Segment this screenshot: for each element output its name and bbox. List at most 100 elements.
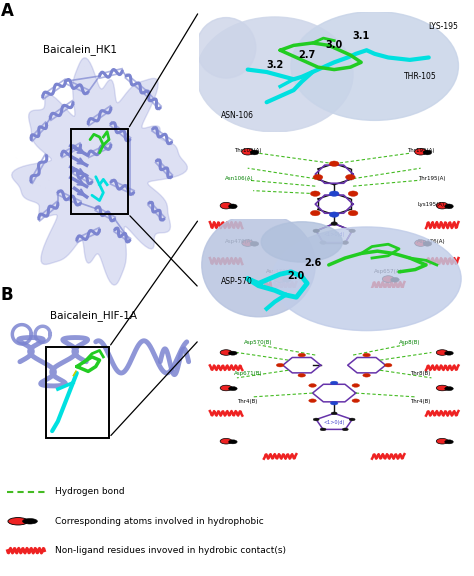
Circle shape: [220, 350, 232, 355]
Circle shape: [310, 210, 320, 216]
Circle shape: [23, 518, 37, 524]
Circle shape: [274, 276, 286, 282]
Text: THR-105: THR-105: [404, 73, 437, 81]
Circle shape: [320, 241, 326, 244]
Circle shape: [331, 412, 337, 415]
Ellipse shape: [202, 213, 315, 317]
Circle shape: [329, 161, 339, 166]
Ellipse shape: [196, 17, 353, 132]
Polygon shape: [12, 58, 187, 285]
Circle shape: [445, 386, 453, 391]
Circle shape: [436, 438, 448, 444]
Text: Baicalein_HIF-1A: Baicalein_HIF-1A: [50, 310, 137, 321]
Text: Hydrogen bond: Hydrogen bond: [55, 487, 125, 497]
Circle shape: [313, 418, 319, 421]
Ellipse shape: [272, 227, 461, 331]
Text: Thr4(B): Thr4(B): [410, 399, 431, 404]
Circle shape: [423, 241, 432, 246]
Circle shape: [330, 381, 338, 385]
Circle shape: [8, 518, 28, 525]
Text: Asp8(B): Asp8(B): [399, 340, 420, 344]
Circle shape: [391, 278, 399, 282]
Circle shape: [363, 374, 370, 377]
Circle shape: [310, 191, 320, 196]
Circle shape: [436, 350, 448, 355]
Circle shape: [382, 276, 394, 282]
Circle shape: [228, 386, 237, 391]
Text: 3.2: 3.2: [266, 60, 283, 70]
Text: B: B: [1, 286, 14, 304]
Circle shape: [352, 384, 360, 387]
Circle shape: [423, 150, 432, 155]
Circle shape: [349, 229, 356, 233]
Text: Thr195(A): Thr195(A): [407, 147, 434, 153]
Circle shape: [331, 222, 337, 225]
Text: Asn106(A): Asn106(A): [225, 176, 254, 181]
Circle shape: [329, 191, 339, 196]
Text: 3.1: 3.1: [353, 31, 370, 41]
Circle shape: [276, 363, 284, 367]
Text: Thr8(B): Thr8(B): [410, 372, 431, 376]
Text: <1>0(d): <1>0(d): [323, 232, 345, 237]
Ellipse shape: [196, 17, 256, 78]
Text: Asp671(B): Asp671(B): [234, 372, 262, 376]
Bar: [46, 347, 109, 438]
Text: 2.0: 2.0: [288, 271, 305, 282]
Circle shape: [349, 418, 355, 421]
Text: LYS-195: LYS-195: [428, 21, 458, 31]
Text: Asp476(A): Asp476(A): [225, 239, 254, 244]
Circle shape: [220, 202, 232, 209]
Circle shape: [342, 241, 348, 244]
Text: <1>0(d): <1>0(d): [323, 420, 345, 425]
Circle shape: [415, 149, 427, 155]
Circle shape: [298, 353, 306, 357]
Text: Thr4(B): Thr4(B): [237, 399, 258, 404]
Circle shape: [220, 438, 232, 444]
Circle shape: [250, 241, 259, 246]
Text: Corresponding atoms involved in hydrophobic: Corresponding atoms involved in hydropho…: [55, 517, 264, 526]
Circle shape: [309, 384, 316, 387]
Circle shape: [250, 150, 259, 155]
Circle shape: [330, 401, 338, 405]
Bar: [71, 129, 128, 214]
Circle shape: [436, 202, 448, 209]
Circle shape: [415, 240, 427, 247]
Circle shape: [309, 399, 316, 403]
Circle shape: [220, 385, 232, 391]
Circle shape: [242, 240, 254, 247]
Circle shape: [228, 351, 237, 355]
Text: Non-ligand residues invoved in hydrobic contact(s): Non-ligand residues invoved in hydrobic …: [55, 546, 286, 555]
Circle shape: [329, 212, 339, 217]
Circle shape: [384, 363, 392, 367]
Circle shape: [445, 351, 453, 355]
Circle shape: [298, 374, 306, 377]
Circle shape: [242, 149, 254, 155]
Text: ASN-106: ASN-106: [221, 111, 254, 120]
Circle shape: [348, 191, 358, 196]
Circle shape: [313, 229, 319, 233]
Circle shape: [352, 399, 360, 403]
Text: 2.7: 2.7: [299, 50, 316, 60]
Circle shape: [313, 175, 323, 180]
Circle shape: [346, 175, 355, 180]
Circle shape: [228, 204, 237, 209]
Text: Asp570(B): Asp570(B): [244, 340, 273, 344]
Circle shape: [342, 428, 348, 431]
Text: Lys195(A): Lys195(A): [418, 202, 445, 207]
Circle shape: [348, 210, 358, 216]
Text: Thr195(A): Thr195(A): [418, 176, 445, 181]
Text: 2.6: 2.6: [304, 257, 321, 268]
Text: Thr105(A): Thr105(A): [234, 147, 262, 153]
Text: Asp657(A): Asp657(A): [374, 269, 402, 274]
Circle shape: [445, 440, 453, 444]
Text: Asp476(A): Asp476(A): [417, 239, 446, 244]
Text: Asp476(A): Asp476(A): [266, 269, 294, 274]
Text: Baicalein_HK1: Baicalein_HK1: [43, 44, 117, 55]
Circle shape: [283, 278, 291, 282]
Circle shape: [320, 428, 326, 431]
Text: A: A: [1, 2, 14, 20]
Text: 3.0: 3.0: [326, 40, 343, 50]
Circle shape: [228, 440, 237, 444]
Circle shape: [436, 385, 448, 391]
Circle shape: [445, 204, 453, 209]
